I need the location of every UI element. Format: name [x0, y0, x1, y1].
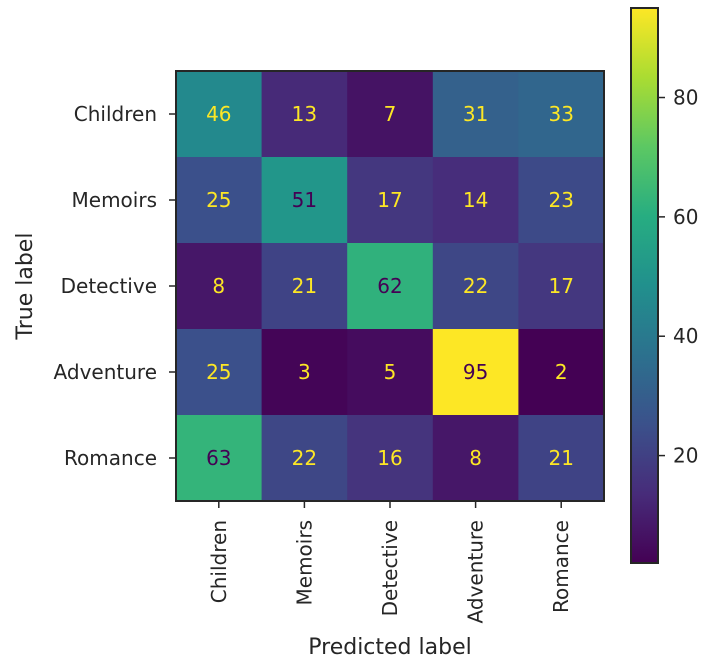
cell-value-label: 13	[292, 102, 317, 126]
y-tick-label: Memoirs	[72, 188, 157, 212]
cell-value-label: 25	[206, 188, 231, 212]
heatmap-cell	[176, 415, 263, 502]
x-axis-ticks: Children Memoirs Detective Adventure Romance	[207, 501, 573, 623]
y-axis-ticks: Children Memoirs Detective Adventure Romance	[54, 102, 176, 470]
heatmap-cells	[176, 71, 605, 502]
cell-value-label: 95	[463, 360, 488, 384]
cell-value-label: 62	[377, 274, 402, 298]
heatmap-cell	[261, 329, 348, 416]
heatmap-cell	[176, 329, 263, 416]
heatmap-cell	[347, 415, 434, 502]
heatmap-cell	[518, 243, 605, 330]
x-tick-label: Adventure	[464, 520, 488, 623]
cell-value-label: 3	[298, 360, 311, 384]
cell-value-label: 17	[377, 188, 402, 212]
heatmap-cell	[432, 329, 519, 416]
cell-value-label: 5	[384, 360, 397, 384]
cell-value-label: 21	[292, 274, 317, 298]
x-tick-label: Children	[207, 520, 231, 603]
colorbar	[630, 7, 659, 564]
heatmap-cell	[347, 243, 434, 330]
cell-value-label: 23	[548, 188, 573, 212]
cell-value-label: 8	[469, 446, 482, 470]
colorbar-tick-label: 20	[673, 444, 698, 468]
colorbar-ticks: 20 40 60 80	[658, 86, 698, 468]
x-tick-label: Detective	[378, 520, 402, 616]
heatmap-cell	[518, 157, 605, 244]
heatmap-cell	[518, 71, 605, 158]
heatmap-cell	[347, 329, 434, 416]
heatmap-cell	[176, 157, 263, 244]
heatmap-cell	[347, 157, 434, 244]
cell-value-label: 16	[377, 446, 402, 470]
colorbar-tick-label: 60	[673, 205, 698, 229]
cell-value-label: 63	[206, 446, 231, 470]
heatmap-cell	[432, 157, 519, 244]
y-axis-label: True label	[13, 233, 38, 341]
heatmap-cell	[347, 71, 434, 158]
heatmap-cell	[432, 243, 519, 330]
heatmap-cell-labels: 46 13 7 31 33 25 51 17 14 23 8 21 62 22 17 25 3 5 95 2 63 22 1…	[206, 102, 574, 470]
cell-value-label: 14	[463, 188, 488, 212]
cell-value-label: 2	[555, 360, 568, 384]
heatmap-cell	[518, 415, 605, 502]
heatmap-cell	[261, 157, 348, 244]
cell-value-label: 17	[548, 274, 573, 298]
x-tick-label: Romance	[549, 520, 573, 613]
cell-value-label: 22	[292, 446, 317, 470]
y-tick-label: Detective	[61, 274, 157, 298]
heatmap-cell	[432, 415, 519, 502]
cell-value-label: 51	[292, 188, 317, 212]
cell-value-label: 8	[212, 274, 225, 298]
heatmap-cell	[518, 329, 605, 416]
colorbar-tick-label: 80	[673, 86, 698, 110]
heatmap-cell	[261, 243, 348, 330]
colorbar-tick-label: 40	[673, 324, 698, 348]
heatmap-cell	[432, 71, 519, 158]
heatmap-cell	[176, 71, 263, 158]
y-tick-label: Adventure	[54, 360, 157, 384]
x-tick-label: Memoirs	[292, 520, 316, 605]
y-tick-label: Children	[74, 102, 157, 126]
heatmap-cell	[261, 71, 348, 158]
x-axis-label: Predicted label	[308, 635, 471, 660]
cell-value-label: 46	[206, 102, 231, 126]
cell-value-label: 21	[548, 446, 573, 470]
cell-value-label: 31	[463, 102, 488, 126]
heatmap-cell	[261, 415, 348, 502]
cell-value-label: 25	[206, 360, 231, 384]
cell-value-label: 22	[463, 274, 488, 298]
y-tick-label: Romance	[64, 446, 157, 470]
heatmap-cell	[176, 243, 263, 330]
cell-value-label: 33	[548, 102, 573, 126]
cell-value-label: 7	[384, 102, 397, 126]
